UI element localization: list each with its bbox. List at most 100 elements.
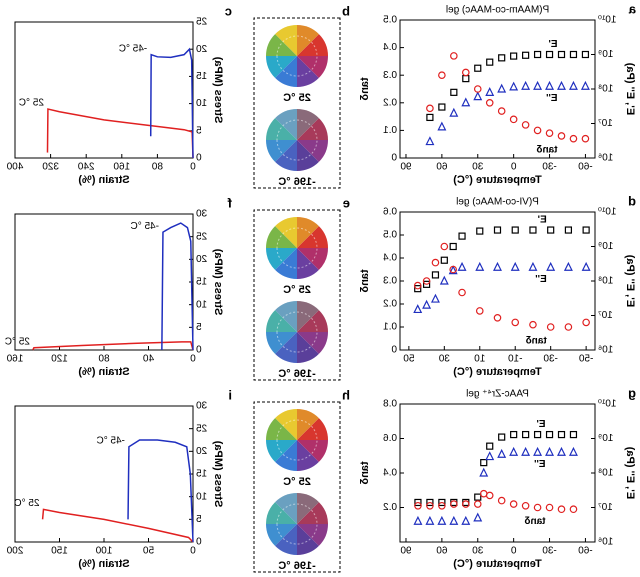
square-marker xyxy=(486,58,494,66)
square-marker xyxy=(476,227,484,235)
square-marker xyxy=(422,280,431,288)
x-axis-title: Strain (%) xyxy=(78,366,130,378)
circle-marker xyxy=(458,288,466,297)
x-tick-label: 0 xyxy=(190,546,196,557)
y2-tick-label: 0.4 xyxy=(383,468,397,479)
mirrored-figure: a P(MAAm-co-MAAc) gel -60 -30 0 30 60 90 10⁶ 10⁷ 1… xyxy=(5,1,636,573)
color-wedge xyxy=(266,332,297,354)
chart-title: P(VI-co-MAAc) gel xyxy=(456,197,539,208)
circle-marker xyxy=(422,277,431,285)
triangle-marker xyxy=(580,80,590,90)
y-tick-label: 25 xyxy=(196,231,208,242)
x-tick-label: -60 xyxy=(578,546,593,557)
triangle-marker xyxy=(568,80,578,90)
color-wedge xyxy=(275,56,297,87)
triangle-marker xyxy=(545,446,555,456)
triangle-marker xyxy=(510,261,520,271)
y2-axis-title: tanδ xyxy=(359,269,371,293)
color-wedge xyxy=(266,226,297,248)
circle-marker xyxy=(529,320,537,329)
color-wedge xyxy=(297,524,319,555)
triangle-marker xyxy=(497,83,507,93)
x-tick-label: 10 xyxy=(474,354,486,365)
circle-marker xyxy=(521,121,530,129)
y-tick-label: 30 xyxy=(196,401,208,412)
x-tick-label: 50 xyxy=(143,546,155,557)
color-wedge xyxy=(297,502,328,524)
y-tick-label: 10⁹ xyxy=(598,49,613,60)
square-marker xyxy=(480,459,488,467)
dashed-box xyxy=(253,17,341,189)
color-wedge xyxy=(297,310,328,332)
color-wedge xyxy=(297,409,319,440)
color-wedge xyxy=(266,248,297,270)
wheel-caption: 25 °C xyxy=(283,284,311,296)
wheel-caption: 25 °C xyxy=(283,476,311,488)
x-tick-label: 160 xyxy=(113,162,130,173)
y-tick-label: 15 xyxy=(196,469,208,480)
y-tick-label: 10 xyxy=(196,98,208,109)
triangle-marker xyxy=(546,261,556,271)
color-wedge xyxy=(275,440,297,471)
circle-marker xyxy=(461,500,470,508)
wheel-ring xyxy=(276,419,318,461)
x-tick-label: 90 xyxy=(400,546,412,557)
x-axis-title: Temperature (°C) xyxy=(453,558,542,570)
color-wedge xyxy=(275,25,297,56)
x-tick-label: 400 xyxy=(6,162,23,173)
circle-marker xyxy=(533,503,542,512)
y-tick-label: 10 xyxy=(196,491,208,502)
triangle-marker xyxy=(439,275,449,285)
triangle-marker xyxy=(461,515,471,525)
stress-strain-curve xyxy=(46,108,194,159)
circle-marker xyxy=(450,52,458,60)
series-label: E' xyxy=(538,215,547,226)
circle-marker xyxy=(511,318,520,327)
y-axis-title: Stress (MPa) xyxy=(212,440,224,507)
triangle-marker xyxy=(485,451,495,461)
square-marker xyxy=(557,50,566,59)
chart-title: PAAc-Zr⁴⁺ gel xyxy=(466,389,529,400)
color-wedge xyxy=(275,140,297,171)
triangle-marker xyxy=(479,467,489,477)
triangle-marker xyxy=(497,448,507,458)
y2-tick-label: 0.5 xyxy=(383,15,397,26)
square-marker xyxy=(462,75,470,83)
y-axis-title: E', E'' (Pa) xyxy=(624,62,636,115)
square-marker xyxy=(498,433,506,441)
triangle-marker xyxy=(448,265,458,275)
plot-frame xyxy=(14,213,194,351)
y2-tick-label: 0 xyxy=(391,153,397,164)
x-tick-label: 60 xyxy=(436,162,448,173)
circle-marker xyxy=(569,134,578,143)
square-marker xyxy=(458,232,466,240)
x-tick-label: 150 xyxy=(51,546,68,557)
color-wedge xyxy=(275,409,297,440)
x-tick-label: 80 xyxy=(151,162,163,173)
series-label: tanδ xyxy=(526,336,547,347)
circle-marker xyxy=(581,134,590,143)
color-wedge xyxy=(297,118,328,140)
triangle-marker xyxy=(521,80,531,90)
circle-marker xyxy=(475,307,484,315)
y2-axis-title: tanδ xyxy=(359,461,371,485)
plot-frame xyxy=(399,19,596,159)
color-wedge xyxy=(297,440,328,462)
y-tick-label: 10 xyxy=(196,299,208,310)
color-wedge xyxy=(275,332,297,363)
x-tick-label: 30 xyxy=(438,354,450,365)
color-wedge xyxy=(297,34,328,56)
square-marker xyxy=(510,430,518,439)
series-label: -45 °C xyxy=(96,435,124,446)
triangle-marker xyxy=(557,80,566,90)
square-marker xyxy=(564,226,573,234)
triangle-marker xyxy=(475,261,485,271)
circle-marker xyxy=(509,115,518,124)
y-axis-title: Stress (MPa) xyxy=(212,56,224,123)
circle-marker xyxy=(438,71,446,80)
series-label: E' xyxy=(548,39,557,50)
panel-label: d xyxy=(628,193,636,208)
circle-marker xyxy=(461,68,470,77)
triangle-marker xyxy=(509,81,519,91)
x-tick-label: 40 xyxy=(143,354,155,365)
